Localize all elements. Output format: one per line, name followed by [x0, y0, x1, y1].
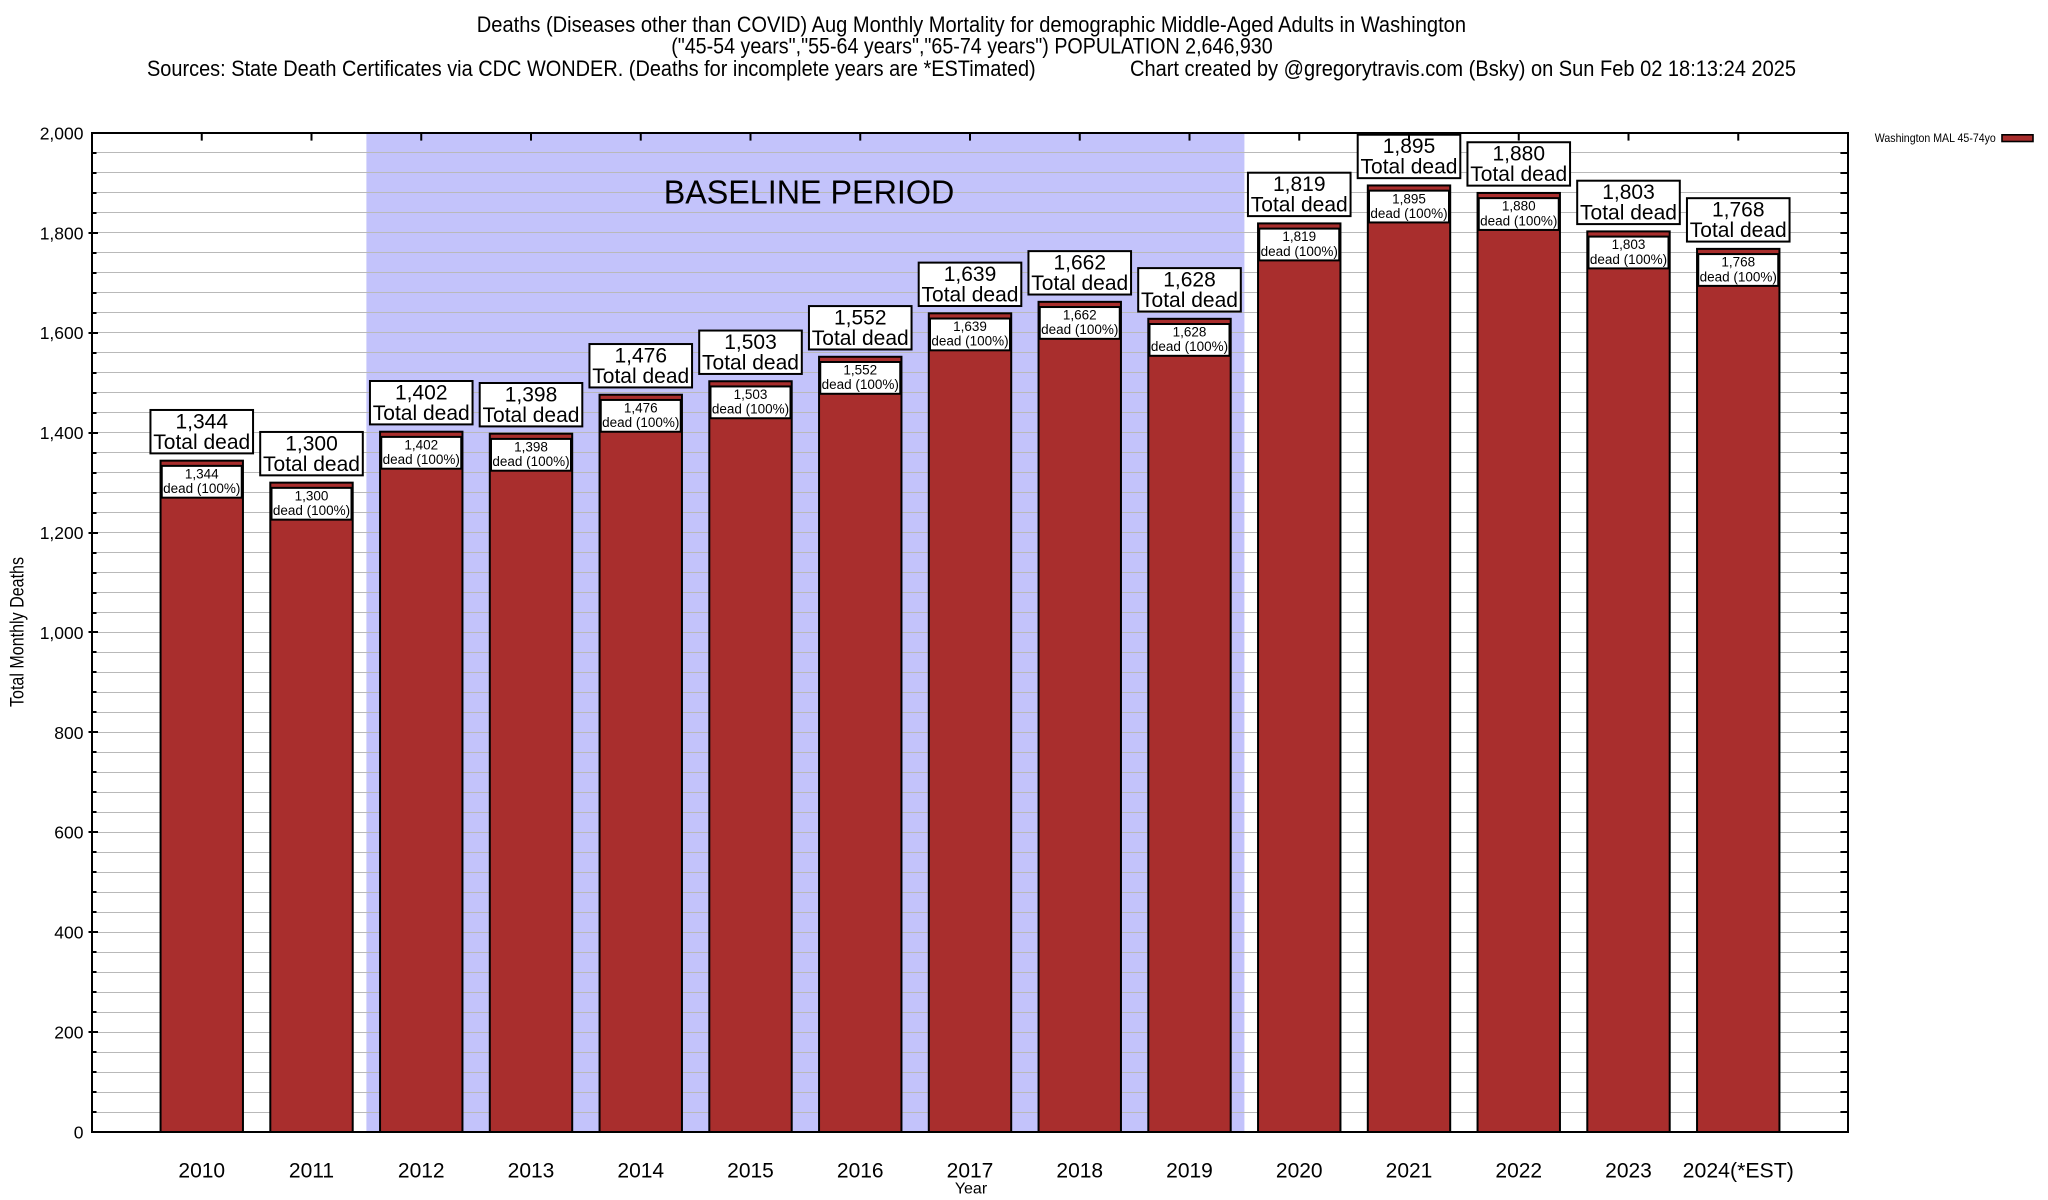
svg-text:Sources: State Death Certifica: Sources: State Death Certificates via CD… — [147, 56, 1036, 81]
svg-text:1,503: 1,503 — [734, 387, 768, 402]
svg-text:800: 800 — [54, 723, 83, 743]
svg-text:1,552: 1,552 — [834, 306, 887, 329]
svg-text:2021: 2021 — [1386, 1160, 1433, 1183]
svg-text:1,880: 1,880 — [1502, 199, 1536, 214]
svg-text:1,800: 1,800 — [40, 223, 84, 243]
svg-text:2014: 2014 — [617, 1160, 664, 1183]
svg-text:2010: 2010 — [178, 1160, 225, 1183]
svg-text:1,803: 1,803 — [1602, 181, 1655, 204]
svg-text:2012: 2012 — [398, 1160, 445, 1183]
svg-text:("45-54 years","55-64 years",": ("45-54 years","55-64 years","65-74 year… — [671, 34, 1272, 59]
svg-text:1,400: 1,400 — [40, 423, 84, 443]
svg-text:1,662: 1,662 — [1053, 252, 1106, 275]
svg-text:Total dead: Total dead — [153, 431, 250, 454]
svg-text:Total dead: Total dead — [1690, 219, 1787, 242]
svg-text:2016: 2016 — [837, 1160, 884, 1183]
svg-text:Total dead: Total dead — [1470, 163, 1567, 186]
svg-text:1,895: 1,895 — [1383, 135, 1436, 158]
svg-text:Total dead: Total dead — [1141, 289, 1238, 312]
svg-text:1,768: 1,768 — [1712, 199, 1765, 222]
svg-text:1,552: 1,552 — [843, 363, 877, 378]
svg-text:2,000: 2,000 — [40, 123, 84, 143]
svg-text:2015: 2015 — [727, 1160, 774, 1183]
svg-text:Deaths (Diseases other than CO: Deaths (Diseases other than COVID) Aug M… — [477, 12, 1466, 37]
svg-text:dead (100%): dead (100%) — [822, 377, 899, 392]
svg-text:1,768: 1,768 — [1721, 255, 1755, 270]
svg-text:Year: Year — [955, 1181, 988, 1198]
svg-text:dead (100%): dead (100%) — [383, 452, 460, 467]
svg-text:1,300: 1,300 — [285, 432, 338, 455]
svg-text:1,402: 1,402 — [395, 381, 448, 404]
svg-text:2019: 2019 — [1166, 1160, 1213, 1183]
svg-text:Washington MAL 45-74yo: Washington MAL 45-74yo — [1875, 131, 1996, 145]
svg-text:dead (100%): dead (100%) — [1480, 213, 1557, 228]
svg-text:dead (100%): dead (100%) — [602, 415, 679, 430]
svg-text:Total dead: Total dead — [922, 284, 1019, 307]
svg-text:dead (100%): dead (100%) — [273, 503, 350, 518]
svg-text:Total dead: Total dead — [373, 402, 470, 425]
svg-text:0: 0 — [74, 1122, 84, 1142]
svg-text:600: 600 — [54, 823, 83, 843]
svg-text:2020: 2020 — [1276, 1160, 1323, 1183]
svg-text:Total dead: Total dead — [1031, 272, 1128, 295]
svg-text:dead (100%): dead (100%) — [492, 454, 569, 469]
svg-text:dead (100%): dead (100%) — [1590, 252, 1667, 267]
svg-text:400: 400 — [54, 923, 83, 943]
svg-text:2024(*EST): 2024(*EST) — [1683, 1160, 1794, 1183]
svg-text:1,819: 1,819 — [1282, 229, 1316, 244]
svg-text:1,880: 1,880 — [1492, 143, 1545, 166]
svg-text:1,402: 1,402 — [404, 438, 438, 453]
svg-text:Total dead: Total dead — [812, 327, 909, 350]
svg-text:1,662: 1,662 — [1063, 308, 1097, 323]
svg-text:2013: 2013 — [508, 1160, 555, 1183]
svg-text:1,600: 1,600 — [40, 323, 84, 343]
svg-text:BASELINE PERIOD: BASELINE PERIOD — [664, 174, 955, 211]
svg-text:1,300: 1,300 — [295, 488, 329, 503]
svg-text:Total dead: Total dead — [592, 365, 689, 388]
svg-text:dead (100%): dead (100%) — [1370, 206, 1447, 221]
svg-text:1,476: 1,476 — [614, 344, 667, 367]
svg-text:1,628: 1,628 — [1163, 269, 1216, 292]
svg-text:Chart created by @gregorytravi: Chart created by @gregorytravis.com (Bsk… — [1130, 56, 1796, 81]
svg-text:Total Monthly Deaths: Total Monthly Deaths — [8, 557, 29, 707]
svg-text:2022: 2022 — [1495, 1160, 1542, 1183]
svg-text:1,476: 1,476 — [624, 401, 658, 416]
svg-text:dead (100%): dead (100%) — [931, 334, 1008, 349]
svg-text:Total dead: Total dead — [1251, 194, 1348, 217]
svg-text:1,344: 1,344 — [185, 466, 219, 481]
svg-text:1,819: 1,819 — [1273, 173, 1326, 196]
svg-text:1,398: 1,398 — [505, 383, 558, 406]
svg-text:1,398: 1,398 — [514, 440, 548, 455]
svg-text:2011: 2011 — [289, 1160, 334, 1183]
svg-text:1,639: 1,639 — [944, 263, 997, 286]
svg-text:Total dead: Total dead — [702, 351, 799, 374]
svg-text:1,628: 1,628 — [1173, 325, 1207, 340]
svg-text:1,344: 1,344 — [175, 410, 228, 433]
svg-text:Total dead: Total dead — [1361, 156, 1458, 179]
svg-text:2018: 2018 — [1056, 1160, 1103, 1183]
svg-text:1,200: 1,200 — [40, 523, 84, 543]
svg-text:1,803: 1,803 — [1612, 237, 1646, 252]
svg-text:1,895: 1,895 — [1392, 191, 1426, 206]
svg-text:Total dead: Total dead — [483, 404, 580, 427]
svg-text:1,639: 1,639 — [953, 319, 987, 334]
svg-text:dead (100%): dead (100%) — [1261, 244, 1338, 259]
svg-text:2017: 2017 — [947, 1160, 994, 1183]
svg-text:200: 200 — [54, 1023, 83, 1043]
svg-text:dead (100%): dead (100%) — [163, 481, 240, 496]
svg-text:1,503: 1,503 — [724, 331, 777, 354]
svg-text:Total dead: Total dead — [1580, 202, 1677, 225]
svg-text:dead (100%): dead (100%) — [712, 402, 789, 417]
svg-text:dead (100%): dead (100%) — [1151, 339, 1228, 354]
svg-text:dead (100%): dead (100%) — [1700, 269, 1777, 284]
svg-text:dead (100%): dead (100%) — [1041, 322, 1118, 337]
svg-text:Total dead: Total dead — [263, 453, 360, 476]
svg-text:1,000: 1,000 — [40, 623, 84, 643]
svg-text:2023: 2023 — [1605, 1160, 1652, 1183]
